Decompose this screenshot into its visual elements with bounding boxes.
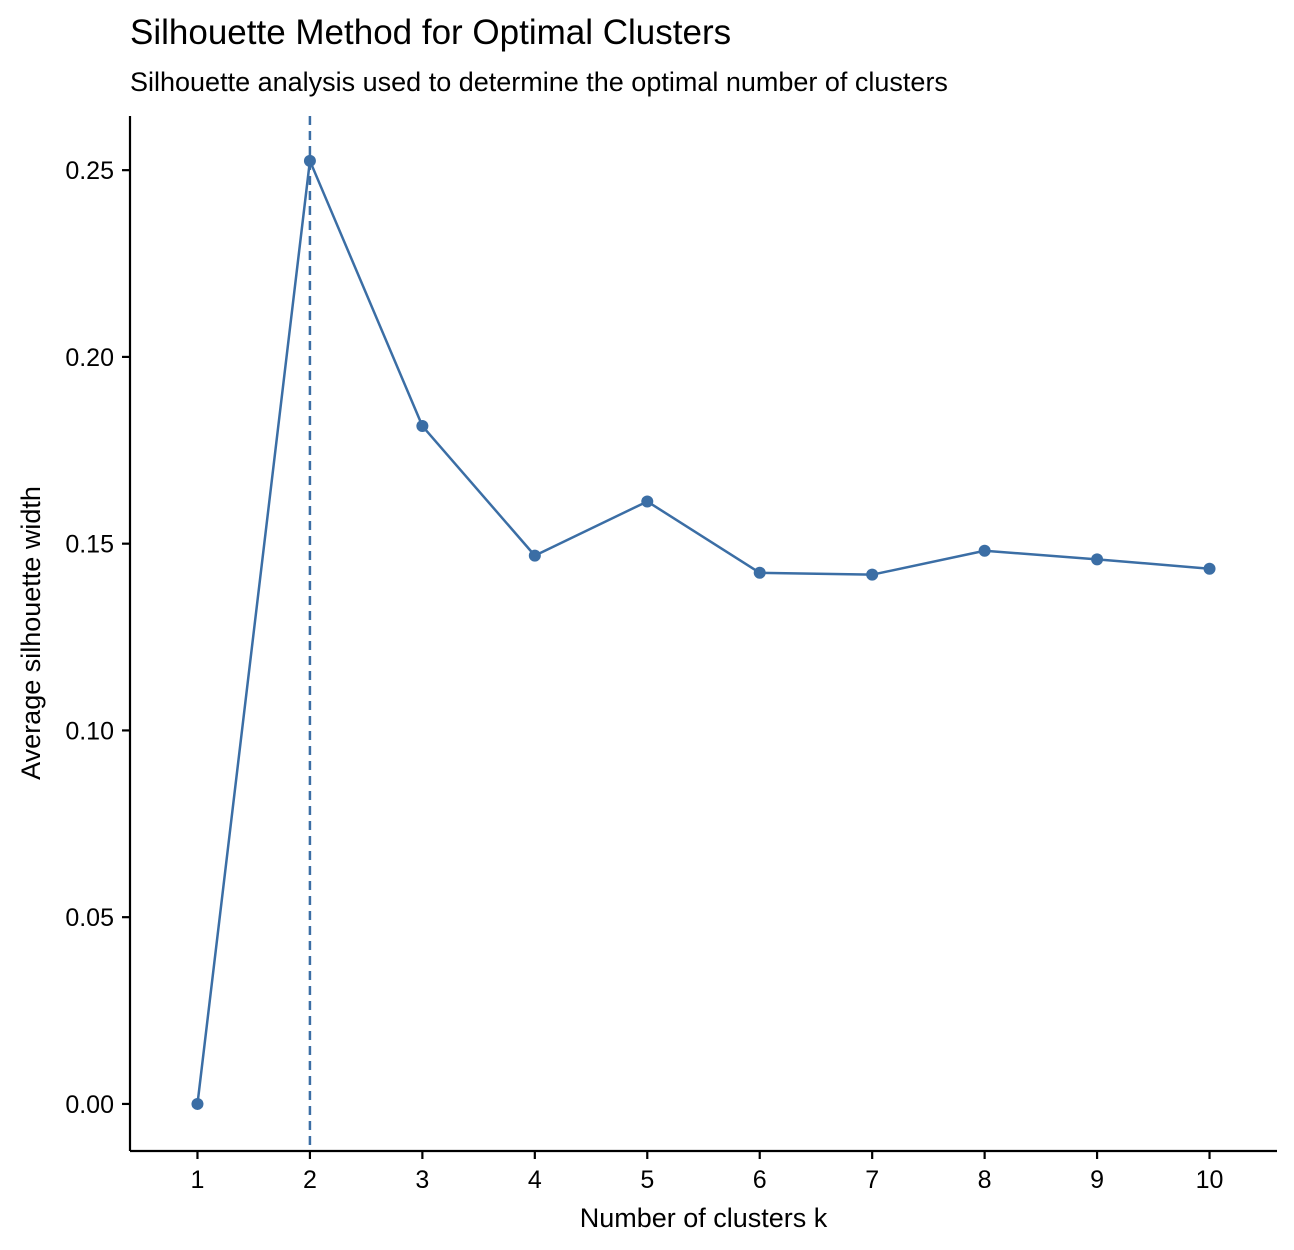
x-tick-label: 5: [640, 1166, 654, 1194]
series-line: [196, 159, 1210, 1105]
x-axis-label: Number of clusters k: [580, 1203, 828, 1233]
x-tick-label: 3: [415, 1166, 429, 1194]
x-tick-label: 2: [303, 1166, 317, 1194]
data-point: [1203, 562, 1216, 575]
data-point: [978, 544, 991, 557]
data-point: [866, 568, 879, 581]
x-tick-label: 9: [1090, 1166, 1104, 1194]
data-point: [753, 566, 766, 579]
y-tick-label: 0.00: [65, 1091, 114, 1119]
x-tick-label: 10: [1196, 1166, 1224, 1194]
y-tick-label: 0.20: [65, 344, 114, 372]
data-point: [641, 495, 654, 508]
x-tick-label: 8: [978, 1166, 992, 1194]
x-tick-label: 6: [753, 1166, 767, 1194]
data-point: [303, 154, 316, 167]
chart-subtitle: Silhouette analysis used to determine th…: [130, 67, 948, 97]
y-tick-label: 0.25: [65, 157, 114, 185]
y-tick-label: 0.15: [65, 531, 114, 559]
y-axis-label: Average silhouette width: [16, 486, 46, 780]
data-point: [528, 549, 541, 562]
x-tick-label: 4: [528, 1166, 542, 1194]
data-point: [416, 420, 429, 433]
plot-area: 0.00 0.05 0.10 0.15 0.20 0.25 1 2 3 4 5 6 7 8 9 10: [65, 116, 1277, 1194]
x-tick-label: 1: [191, 1166, 205, 1194]
data-point: [1091, 553, 1104, 566]
y-tick-label: 0.05: [65, 904, 114, 932]
chart-title: Silhouette Method for Optimal Clusters: [130, 13, 731, 52]
x-tick-label: 7: [865, 1166, 879, 1194]
y-tick-label: 0.10: [65, 717, 114, 745]
data-point: [191, 1097, 204, 1110]
